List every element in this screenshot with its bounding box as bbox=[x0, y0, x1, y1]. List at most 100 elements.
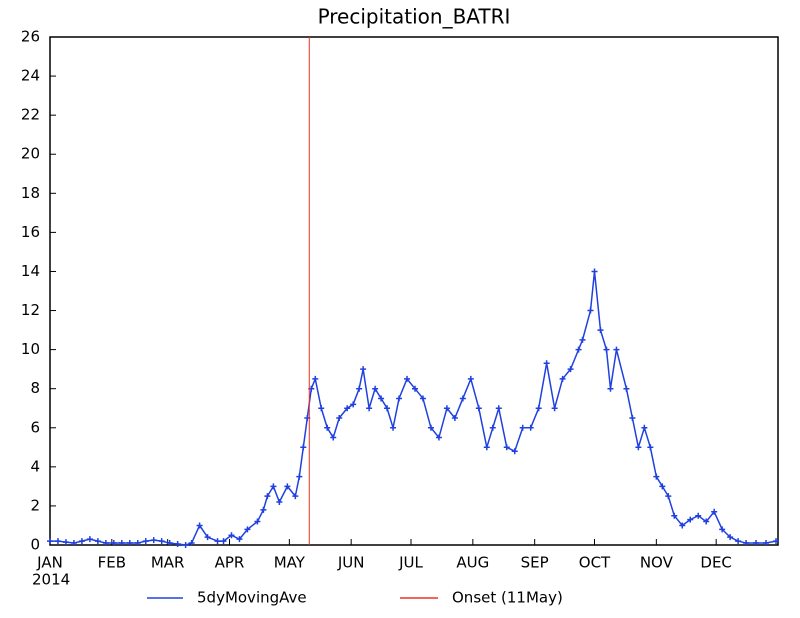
point-marker bbox=[579, 336, 586, 343]
point-marker bbox=[641, 424, 648, 431]
point-marker bbox=[110, 540, 117, 547]
point-marker bbox=[236, 536, 243, 543]
point-marker bbox=[330, 434, 337, 441]
point-marker bbox=[324, 424, 331, 431]
point-marker bbox=[78, 538, 85, 545]
point-marker bbox=[182, 542, 189, 548]
point-marker bbox=[260, 506, 267, 513]
point-marker bbox=[196, 522, 203, 529]
point-marker bbox=[613, 346, 620, 353]
point-marker bbox=[711, 508, 718, 515]
point-marker bbox=[671, 512, 678, 519]
y-tick-label: 12 bbox=[21, 301, 40, 319]
point-marker bbox=[703, 518, 710, 525]
point-marker bbox=[559, 375, 566, 382]
y-tick-label: 10 bbox=[21, 340, 40, 358]
point-marker bbox=[603, 346, 610, 353]
point-marker bbox=[254, 518, 261, 525]
point-marker bbox=[292, 493, 299, 500]
point-marker bbox=[312, 375, 319, 382]
y-tick-label: 20 bbox=[21, 145, 40, 163]
point-marker bbox=[344, 405, 351, 412]
point-marker bbox=[483, 444, 490, 451]
point-marker bbox=[535, 405, 542, 412]
point-marker bbox=[102, 540, 109, 547]
point-marker bbox=[174, 541, 181, 548]
point-marker bbox=[427, 424, 434, 431]
point-marker bbox=[735, 538, 742, 545]
x-tick-label: JAN bbox=[36, 554, 63, 572]
point-marker bbox=[591, 268, 598, 275]
point-marker bbox=[635, 444, 642, 451]
point-marker bbox=[118, 540, 125, 547]
point-marker bbox=[495, 405, 502, 412]
point-marker bbox=[475, 405, 482, 412]
point-marker bbox=[228, 532, 235, 539]
point-marker bbox=[551, 405, 558, 412]
chart-title: Precipitation_BATRI bbox=[318, 5, 511, 29]
point-marker bbox=[126, 540, 133, 547]
point-marker bbox=[727, 534, 734, 541]
point-marker bbox=[372, 385, 379, 392]
y-tick-label: 2 bbox=[30, 496, 40, 514]
point-marker bbox=[773, 538, 780, 545]
point-marker bbox=[567, 366, 574, 373]
plot-frame bbox=[49, 36, 779, 546]
point-marker bbox=[336, 415, 343, 421]
point-marker bbox=[356, 385, 363, 392]
point-marker bbox=[467, 375, 474, 382]
point-marker bbox=[763, 540, 770, 547]
point-marker bbox=[503, 444, 510, 451]
point-marker bbox=[296, 473, 303, 480]
x-tick-label: APR bbox=[215, 554, 245, 572]
y-tick-label: 16 bbox=[21, 223, 40, 241]
x-tick-label: DEC bbox=[700, 554, 732, 572]
point-marker bbox=[220, 538, 227, 545]
point-marker bbox=[653, 473, 660, 480]
point-marker bbox=[647, 444, 654, 451]
point-marker bbox=[404, 375, 411, 382]
point-marker bbox=[270, 483, 277, 490]
point-marker bbox=[411, 385, 418, 392]
point-marker bbox=[659, 483, 666, 490]
legend-label: Onset (11May) bbox=[452, 589, 563, 607]
y-tick-label: 26 bbox=[21, 28, 40, 46]
point-marker bbox=[511, 448, 518, 455]
y-tick-label: 4 bbox=[30, 457, 40, 475]
x-tick-label: AUG bbox=[456, 554, 489, 572]
y-tick-label: 24 bbox=[21, 67, 40, 85]
point-marker bbox=[665, 493, 672, 500]
y-tick-label: 22 bbox=[21, 106, 40, 124]
point-marker bbox=[318, 405, 325, 412]
point-marker bbox=[629, 415, 636, 421]
point-marker bbox=[459, 395, 466, 402]
point-marker bbox=[62, 539, 69, 546]
y-tick-label: 6 bbox=[30, 418, 40, 436]
x-year-label: 2014 bbox=[32, 571, 70, 589]
point-marker bbox=[47, 538, 53, 545]
point-marker bbox=[419, 395, 426, 402]
point-marker bbox=[435, 434, 442, 441]
point-marker bbox=[158, 538, 165, 545]
point-marker bbox=[284, 483, 291, 490]
x-tick-label: MAY bbox=[274, 554, 306, 572]
point-marker bbox=[350, 401, 357, 408]
point-marker bbox=[378, 395, 385, 402]
series-line bbox=[50, 271, 777, 546]
point-marker bbox=[597, 327, 604, 334]
point-marker bbox=[214, 538, 221, 545]
point-marker bbox=[300, 444, 307, 451]
x-tick-label: SEP bbox=[521, 554, 549, 572]
point-marker bbox=[166, 540, 173, 547]
y-tick-label: 14 bbox=[21, 262, 40, 280]
point-marker bbox=[607, 385, 614, 392]
point-marker bbox=[719, 526, 726, 533]
point-marker bbox=[543, 360, 550, 367]
point-marker bbox=[489, 424, 496, 431]
point-marker bbox=[687, 516, 694, 523]
point-marker bbox=[519, 424, 526, 431]
point-marker bbox=[134, 540, 141, 547]
point-marker bbox=[396, 395, 403, 402]
point-marker bbox=[264, 493, 271, 500]
